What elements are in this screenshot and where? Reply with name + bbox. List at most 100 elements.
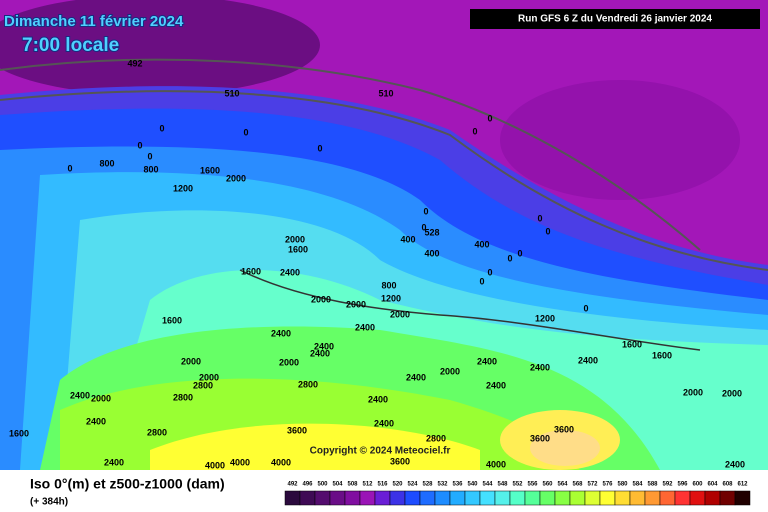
band: [500, 80, 740, 200]
legend-label: 556: [527, 482, 538, 488]
contour-label: 2000: [91, 393, 111, 403]
contour-label: 2400: [477, 356, 497, 366]
contour-label: 2000: [722, 388, 742, 398]
legend-swatch: [704, 490, 721, 506]
legend-swatch: [524, 490, 541, 506]
legend-label: 508: [347, 482, 358, 488]
contour-label: 2800: [193, 380, 213, 390]
lead-time: (+ 384h): [30, 497, 68, 508]
map: Run GFS 6 Z du Vendredi 26 janvier 2024 …: [0, 0, 768, 471]
legend-swatch: [344, 490, 361, 506]
contour-label: 2400: [374, 418, 394, 428]
legend-label: 568: [572, 482, 583, 488]
contour-label: 0: [421, 222, 426, 232]
legend-label: 564: [557, 482, 568, 488]
legend-swatch: [284, 490, 301, 506]
legend-swatch: [374, 490, 391, 506]
legend-label: 580: [617, 482, 628, 488]
contour-label: 0: [472, 126, 477, 136]
legend-label: 540: [467, 482, 478, 488]
contour-label: 2800: [298, 379, 318, 389]
contour-label: 2000: [279, 357, 299, 367]
legend-label: 524: [407, 482, 418, 488]
contour-label: 1600: [288, 244, 308, 254]
contour-label: 1600: [9, 428, 29, 438]
legend-swatch: [419, 490, 436, 506]
legend-swatch: [404, 490, 421, 506]
legend-swatch: [614, 490, 631, 506]
contour-label: 0: [583, 303, 588, 313]
contour-label: 2400: [310, 348, 330, 358]
contour-label: 3600: [530, 433, 550, 443]
contour-label: 2400: [725, 459, 745, 469]
contour-label: 0: [67, 163, 72, 173]
contour-label: 3600: [390, 456, 410, 466]
contour-label: 1600: [622, 339, 642, 349]
run-box: [470, 9, 760, 29]
contour-label: 2400: [368, 394, 388, 404]
legend-label: 504: [332, 482, 343, 488]
contour-label: 2000: [226, 173, 246, 183]
contour-label: 2400: [578, 355, 598, 365]
legend-label: 492: [287, 482, 298, 488]
contour-label: 0: [487, 113, 492, 123]
contour-label: 3600: [287, 425, 307, 435]
contour-label: 1600: [652, 350, 672, 360]
legend-swatch: [329, 490, 346, 506]
contour-label: 2000: [311, 294, 331, 304]
legend-swatch: [509, 490, 526, 506]
legend-label: 560: [542, 482, 553, 488]
contour-label: 0: [243, 127, 248, 137]
legend-label: 584: [632, 482, 643, 488]
contour-label: 2400: [406, 372, 426, 382]
contour-label: 1200: [381, 293, 401, 303]
contour-label: 1600: [241, 266, 261, 276]
contour-label: 0: [147, 151, 152, 161]
contour-label: 0: [317, 143, 322, 153]
legend-swatch: [554, 490, 571, 506]
legend-label: 496: [302, 482, 313, 488]
legend-swatch: [644, 490, 661, 506]
contour-label: 4000: [271, 457, 291, 467]
legend-label: 516: [377, 482, 388, 488]
contour-label: 2000: [181, 356, 201, 366]
legend-swatch: [689, 490, 706, 506]
contour-label: 2400: [314, 341, 334, 351]
contour-label: 2000: [285, 234, 305, 244]
contour-label: 528: [424, 227, 439, 237]
legend-label: 588: [647, 482, 658, 488]
contour-label: 510: [224, 88, 239, 98]
legend-label: 576: [602, 482, 613, 488]
legend: 492 496 500 504 508 512 516 520 524 528 532 536 540 5…: [284, 482, 751, 506]
band: [150, 423, 480, 470]
legend-swatch: [674, 490, 691, 506]
contour-label: 2400: [355, 322, 375, 332]
legend-label: 536: [452, 482, 463, 488]
contour-label: 492: [127, 58, 142, 68]
contour-label: 2000: [199, 372, 219, 382]
legend-label: 528: [422, 482, 433, 488]
contour-label: 0: [479, 276, 484, 286]
contour-label: 0: [487, 267, 492, 277]
contour-label: 0: [159, 123, 164, 133]
legend-swatch: [719, 490, 736, 506]
legend-label: 600: [692, 482, 703, 488]
band: [0, 0, 320, 95]
legend-swatch: [299, 490, 316, 506]
contour-label: 400: [474, 239, 489, 249]
legend-label: 572: [587, 482, 598, 488]
legend-swatch: [314, 490, 331, 506]
contour-label: 0: [517, 248, 522, 258]
contour-label: 2400: [530, 362, 550, 372]
contour-label: 400: [400, 234, 415, 244]
contour-label: 2000: [390, 309, 410, 319]
contour-label: 1600: [162, 315, 182, 325]
contour-label: 1200: [173, 183, 193, 193]
contour-label: 4000: [230, 457, 250, 467]
contour-label: 2400: [104, 457, 124, 467]
legend-label: 596: [677, 482, 688, 488]
legend-label: 604: [707, 482, 718, 488]
contour-label: 0: [545, 226, 550, 236]
time: 7:00 locale: [22, 35, 119, 56]
